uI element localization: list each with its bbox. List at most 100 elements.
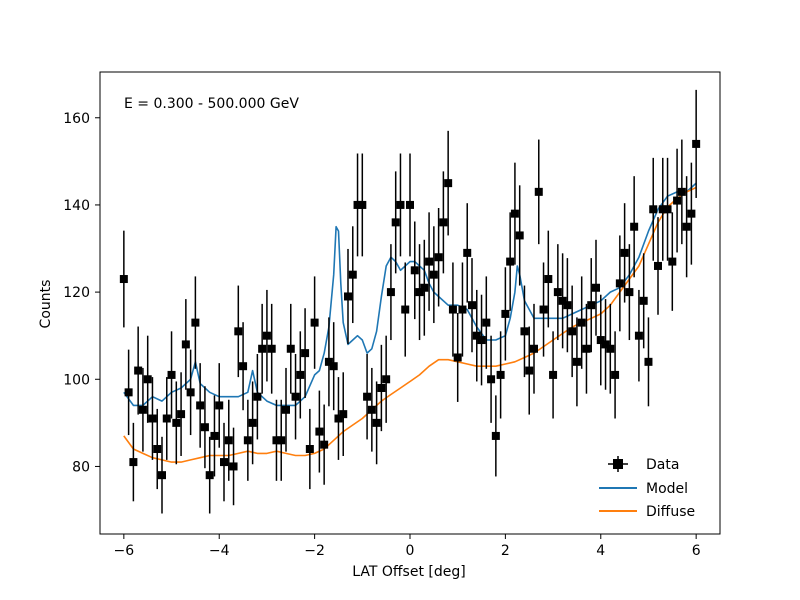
data-point	[453, 313, 462, 402]
data-marker	[482, 318, 491, 327]
data-point	[415, 244, 424, 341]
data-point	[186, 349, 195, 436]
data-marker	[167, 370, 176, 379]
data-marker	[324, 357, 333, 366]
data-marker	[286, 344, 295, 353]
data-marker	[134, 366, 143, 375]
ticks: −6 −4 −2 0 2 4 6 80 100 120 140 160	[63, 111, 700, 559]
x-tick-label: −6	[114, 543, 135, 559]
data-marker	[391, 218, 400, 227]
data-marker	[148, 414, 157, 423]
data-point	[682, 176, 691, 278]
x-tick-label: −2	[304, 543, 325, 559]
data-marker	[601, 340, 610, 349]
data-marker	[272, 436, 281, 445]
data-marker	[582, 344, 591, 353]
data-marker	[611, 370, 620, 379]
data-point	[611, 331, 620, 419]
legend-label-model: Model	[646, 481, 688, 497]
data-point	[649, 157, 658, 261]
data-marker	[253, 392, 262, 401]
data-point	[334, 377, 343, 460]
data-marker	[463, 248, 472, 257]
data-marker	[377, 383, 386, 392]
data-point	[520, 285, 529, 378]
data-marker	[210, 431, 219, 440]
data-marker	[177, 410, 186, 419]
data-marker	[196, 401, 205, 410]
data-marker	[563, 301, 572, 310]
data-point	[220, 422, 228, 502]
data-marker	[401, 305, 410, 314]
data-point	[539, 262, 548, 357]
data-marker	[243, 436, 252, 445]
data-point	[291, 353, 300, 440]
data-marker	[310, 318, 319, 327]
data-point	[277, 399, 286, 481]
data-marker	[677, 187, 686, 196]
data-point	[487, 335, 496, 423]
data-point	[315, 390, 324, 473]
data-point	[663, 157, 672, 261]
data-point	[310, 276, 319, 369]
data-marker	[568, 327, 577, 336]
data-point	[191, 276, 200, 369]
data-point	[496, 331, 505, 419]
data-point	[258, 303, 267, 394]
data-marker	[453, 353, 462, 362]
data-point	[196, 363, 205, 448]
data-marker	[329, 362, 338, 371]
data-marker	[334, 414, 343, 423]
data-marker	[267, 344, 276, 353]
data-point	[205, 436, 214, 514]
data-marker	[153, 445, 162, 454]
data-point	[167, 331, 176, 419]
data-point	[358, 153, 367, 257]
data-marker	[577, 318, 586, 327]
data-point	[124, 349, 133, 436]
data-point	[301, 308, 310, 399]
data-marker	[386, 288, 395, 297]
data-marker	[181, 340, 190, 349]
x-tick-label: 4	[596, 543, 605, 559]
data-point	[296, 331, 305, 419]
data-marker	[692, 139, 701, 148]
data-point	[568, 285, 577, 378]
data-marker	[143, 375, 152, 384]
y-tick-label: 120	[63, 285, 90, 301]
data-marker	[615, 279, 624, 288]
data-point	[510, 162, 519, 265]
data-point	[692, 89, 701, 198]
data-point	[644, 317, 653, 407]
data-point	[401, 262, 410, 357]
data-point	[177, 372, 186, 456]
data-marker	[687, 209, 696, 218]
data-point	[668, 212, 677, 311]
data-marker	[477, 336, 486, 345]
data-marker	[129, 458, 138, 467]
y-tick-label: 100	[63, 372, 90, 388]
data-marker	[544, 275, 553, 284]
legend-item-model: Model	[599, 481, 688, 497]
data-marker	[458, 305, 467, 314]
data-marker	[339, 410, 348, 419]
data-point	[172, 381, 181, 465]
data-marker	[420, 283, 429, 292]
data-point	[382, 335, 391, 423]
data-point	[239, 322, 248, 411]
data-point	[615, 235, 624, 332]
data-marker	[305, 445, 314, 454]
data-marker	[234, 327, 243, 336]
data-point	[596, 294, 605, 386]
data-point	[534, 139, 543, 245]
data-point	[153, 408, 162, 490]
legend-label-diffuse: Diffuse	[646, 504, 695, 520]
data-marker	[439, 218, 448, 227]
data-marker	[434, 253, 443, 262]
legend-label-data: Data	[646, 457, 679, 473]
data-marker	[506, 257, 515, 266]
data-point	[339, 372, 348, 456]
data-marker	[539, 305, 548, 314]
data-point	[372, 381, 381, 465]
